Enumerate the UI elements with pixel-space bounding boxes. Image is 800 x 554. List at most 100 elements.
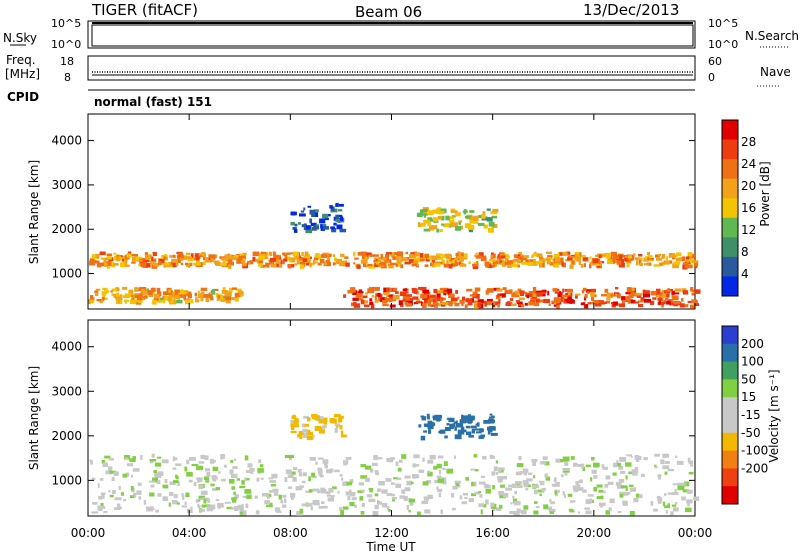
power-feature-0-cell <box>360 259 368 264</box>
velocity-feature-0-cell <box>399 459 403 463</box>
velocity-feature-0-cell <box>130 486 134 491</box>
velocity-feature-0-cell <box>109 458 114 461</box>
power-feature-0-cell <box>475 252 478 256</box>
power-feature-2-cell <box>687 300 693 304</box>
velocity-feature-0-cell <box>555 458 561 463</box>
velocity-feature-0-cell <box>312 488 319 492</box>
power-feature-0-cell <box>408 259 416 264</box>
power-feature-0-cell <box>404 261 411 265</box>
power-feature-1-cell <box>130 294 134 297</box>
power-feature-0-cell <box>332 262 335 266</box>
power-feature-2-cell <box>569 299 572 304</box>
power-feature-2-cell <box>486 298 493 303</box>
power-feature-0-cell <box>100 262 107 267</box>
power-feature-2-cell <box>574 293 581 296</box>
power-feature-0-cell <box>258 255 265 260</box>
power-feature-2-cell <box>638 300 644 303</box>
power-feature-1-cell <box>136 300 140 303</box>
velocity-feature-0-cell <box>496 507 502 511</box>
velocity-feature-2-cell <box>290 423 296 428</box>
velocity-feature-1-cell <box>436 418 440 422</box>
power-feature-3-cell <box>294 223 298 227</box>
velocity-feature-0-cell <box>442 481 447 485</box>
velocity-feature-0-cell <box>182 494 185 500</box>
power-feature-0-cell <box>141 258 146 261</box>
power-feature-1-cell <box>222 287 226 292</box>
velocity-feature-0-cell <box>478 491 481 494</box>
power-feature-2-cell <box>590 291 595 297</box>
power-feature-1-cell <box>219 295 224 300</box>
power-feature-0-cell <box>131 254 138 257</box>
power-feature-0-cell <box>260 251 266 254</box>
velocity-feature-0-cell <box>378 481 385 486</box>
velocity-feature-0-cell <box>515 471 522 476</box>
power-feature-0-cell <box>574 251 580 256</box>
velocity-feature-0-cell <box>617 511 622 514</box>
velocity-feature-0-cell <box>190 506 193 509</box>
power-feature-0-cell <box>525 259 529 264</box>
power-feature-0-cell <box>562 251 568 256</box>
power-feature-0-cell <box>340 253 345 258</box>
velocity-feature-1-cell <box>446 428 451 431</box>
power-feature-0-cell <box>353 251 356 257</box>
velocity-feature-0-cell <box>101 460 105 464</box>
power-feature-1-cell <box>200 287 208 291</box>
x-tick-label: 00:00 <box>71 526 106 540</box>
power-feature-2-cell <box>443 289 446 294</box>
velocity-feature-0-cell <box>357 490 364 493</box>
power-feature-0-cell <box>169 255 177 258</box>
power-feature-2-cell <box>593 300 599 304</box>
velocity-feature-0-cell <box>151 453 155 458</box>
power-feature-0-cell <box>499 255 506 259</box>
velocity-feature-1-cell <box>489 413 493 416</box>
velocity-feature-0-cell <box>619 492 624 498</box>
power-feature-0-cell <box>363 263 366 267</box>
velocity-colorbar-swatch <box>722 450 738 469</box>
power-feature-0-cell <box>667 260 673 264</box>
velocity-colorbar-swatch <box>722 486 738 505</box>
velocity-feature-0-cell <box>361 503 365 508</box>
velocity-feature-0-cell <box>276 510 282 513</box>
power-feature-4-cell <box>469 216 475 221</box>
power-feature-2-cell <box>528 301 534 306</box>
velocity-feature-2-cell <box>312 435 314 440</box>
power-feature-1-cell <box>186 293 190 297</box>
power-feature-2-cell <box>533 302 540 307</box>
power-feature-0-cell <box>175 261 179 266</box>
power-feature-0-cell <box>449 259 455 264</box>
power-feature-0-cell <box>202 252 206 257</box>
power-feature-0-cell <box>529 259 534 262</box>
power-feature-4-cell <box>460 225 463 230</box>
power-feature-0-cell <box>274 255 281 258</box>
power-feature-0-cell <box>478 252 484 257</box>
velocity-feature-0-cell <box>206 472 211 477</box>
power-feature-0-cell <box>552 258 555 261</box>
power-feature-0-cell <box>241 263 247 267</box>
power-feature-0-cell <box>152 252 157 256</box>
power-feature-0-cell <box>638 259 642 265</box>
power-feature-0-cell <box>216 262 221 266</box>
velocity-feature-0-cell <box>157 493 162 497</box>
power-feature-3-cell <box>320 225 326 231</box>
power-feature-2-cell <box>375 293 379 297</box>
velocity-feature-0-cell <box>500 484 505 488</box>
power-feature-0-cell <box>692 260 699 264</box>
velocity-feature-0-cell <box>482 455 487 460</box>
velocity-feature-0-cell <box>393 477 398 480</box>
power-feature-0-cell <box>333 257 337 262</box>
power-feature-0-cell <box>237 257 242 261</box>
power-feature-1-cell <box>191 299 194 304</box>
velocity-feature-0-cell <box>234 506 239 511</box>
power-feature-0-cell <box>499 260 502 263</box>
velocity-feature-0-cell <box>196 477 203 480</box>
power-feature-0-cell <box>612 258 615 262</box>
power-feature-0-cell <box>176 254 180 259</box>
power-feature-0-cell <box>520 258 523 264</box>
power-feature-4-cell <box>477 222 485 226</box>
power-feature-0-cell <box>506 260 514 264</box>
velocity-feature-0-cell <box>315 461 318 465</box>
power-feature-3-cell <box>327 214 331 217</box>
power-feature-0-cell <box>289 259 292 262</box>
velocity-feature-0-cell <box>582 489 587 493</box>
velocity-feature-2-cell <box>301 423 306 428</box>
